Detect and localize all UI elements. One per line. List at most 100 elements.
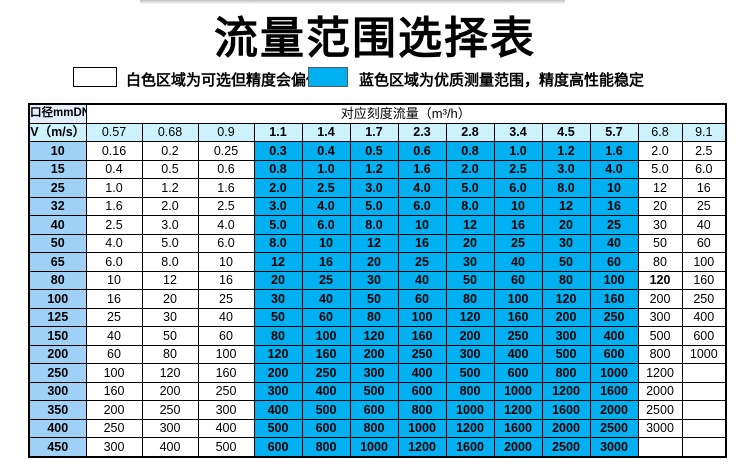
flow-value-cell-optimal: 1.6 bbox=[397, 159, 447, 179]
flow-value-cell: 2.5 bbox=[85, 215, 143, 235]
white-region-label: 白色区域为可选但精度会偏低 bbox=[126, 72, 322, 89]
flow-value-cell: 100 bbox=[197, 344, 255, 364]
flow-value-cell: 25 bbox=[85, 307, 143, 327]
table-row: 300 160 200 250 300 400 500 600 800 1000 1200 1600 2… bbox=[28, 381, 727, 401]
flow-value-cell-optimal: 80 bbox=[541, 270, 591, 290]
flow-value-cell-optimal: 25 bbox=[493, 233, 543, 253]
flow-value-cell: 1.2 bbox=[141, 178, 199, 198]
flow-value-cell bbox=[681, 381, 727, 401]
flow-header-cell: 对应刻度流量（m³/h） bbox=[85, 103, 727, 124]
flow-value-cell-optimal: 120 bbox=[349, 326, 399, 346]
flow-value-cell-optimal: 4.0 bbox=[589, 159, 639, 179]
flow-value-cell-optimal: 60 bbox=[397, 289, 447, 309]
flow-value-cell: 40 bbox=[197, 307, 255, 327]
diameter-header-cell: 口径mmDN bbox=[28, 103, 87, 124]
flow-value-cell-optimal: 800 bbox=[349, 418, 399, 438]
flow-value-cell-optimal: 40 bbox=[493, 252, 543, 272]
flow-value-cell-optimal: 10 bbox=[493, 196, 543, 216]
flow-value-cell: 250 bbox=[85, 418, 143, 438]
flow-value-cell-optimal: 6.0 bbox=[493, 178, 543, 198]
flow-value-cell: 120 bbox=[141, 363, 199, 383]
dn-cell: 50 bbox=[28, 233, 87, 253]
flow-value-cell-optimal: 40 bbox=[301, 289, 351, 309]
velocity-value-cell: 1.4 bbox=[301, 122, 351, 142]
flow-value-cell: 800 bbox=[637, 344, 683, 364]
flow-value-cell: 4.0 bbox=[85, 233, 143, 253]
flow-value-cell: 300 bbox=[637, 307, 683, 327]
blue-region-swatch bbox=[308, 67, 348, 87]
flow-value-cell: 400 bbox=[197, 418, 255, 438]
flow-value-cell-optimal: 300 bbox=[445, 344, 495, 364]
velocity-value-cell: 6.8 bbox=[637, 122, 683, 142]
velocity-value-cell: 1.7 bbox=[349, 122, 399, 142]
flow-value-cell: 6.0 bbox=[197, 233, 255, 253]
flow-value-cell-optimal: 2000 bbox=[541, 418, 591, 438]
flow-value-cell-optimal: 1200 bbox=[445, 418, 495, 438]
flow-value-cell: 16 bbox=[197, 270, 255, 290]
flow-value-cell-optimal: 2.0 bbox=[445, 159, 495, 179]
dn-cell: 80 bbox=[28, 270, 87, 290]
flow-value-cell bbox=[681, 437, 727, 457]
table-row: 150 40 50 60 80 100 120 160 200 250 300 400 500 600 bbox=[28, 326, 727, 346]
flow-value-cell-optimal: 400 bbox=[397, 363, 447, 383]
flow-value-cell-optimal: 200 bbox=[253, 363, 303, 383]
flow-value-cell-optimal: 2500 bbox=[589, 418, 639, 438]
legend: 白色区域为可选但精度会偏低 蓝色区域为优质测量范围，精度高性能稳定 bbox=[0, 66, 750, 90]
flow-value-cell-optimal: 600 bbox=[397, 381, 447, 401]
flow-value-cell-optimal: 80 bbox=[253, 326, 303, 346]
flow-value-cell-optimal: 8.0 bbox=[541, 178, 591, 198]
flow-value-cell-optimal: 10 bbox=[397, 215, 447, 235]
table-row: 65 6.0 8.0 10 12 16 20 25 30 40 50 60 80 100 bbox=[28, 252, 727, 272]
flow-value-cell: 6.0 bbox=[681, 159, 727, 179]
flow-value-cell-optimal: 16 bbox=[397, 233, 447, 253]
flow-value-cell-optimal: 800 bbox=[541, 363, 591, 383]
flow-value-cell-optimal: 500 bbox=[253, 418, 303, 438]
flow-value-cell-optimal: 0.8 bbox=[445, 141, 495, 161]
flow-value-cell-optimal: 0.3 bbox=[253, 141, 303, 161]
flow-value-cell-optimal: 300 bbox=[541, 326, 591, 346]
flow-value-cell-optimal: 4.0 bbox=[397, 178, 447, 198]
flow-value-cell-optimal: 1600 bbox=[541, 400, 591, 420]
flow-value-cell: 1.6 bbox=[85, 196, 143, 216]
flow-value-cell-optimal: 1000 bbox=[589, 363, 639, 383]
flow-value-cell-optimal: 600 bbox=[493, 363, 543, 383]
flow-value-cell-optimal: 120 bbox=[541, 289, 591, 309]
flow-value-cell: 50 bbox=[637, 233, 683, 253]
flow-value-cell-optimal: 40 bbox=[589, 233, 639, 253]
flow-value-cell: 200 bbox=[637, 289, 683, 309]
flow-value-cell: 60 bbox=[681, 233, 727, 253]
flow-value-cell-optimal: 500 bbox=[445, 363, 495, 383]
flow-value-cell-optimal: 1000 bbox=[445, 400, 495, 420]
flow-value-cell-optimal: 20 bbox=[253, 270, 303, 290]
flow-value-cell: 12 bbox=[141, 270, 199, 290]
flow-value-cell-optimal: 8.0 bbox=[349, 215, 399, 235]
table-row: 15 0.4 0.5 0.6 0.8 1.0 1.2 1.6 2.0 2.5 3.0 4.0 5.0 6.… bbox=[28, 159, 727, 179]
flow-value-cell-optimal: 400 bbox=[301, 381, 351, 401]
flow-value-cell: 600 bbox=[681, 326, 727, 346]
flow-value-cell-optimal: 16 bbox=[589, 196, 639, 216]
flow-value-cell-optimal: 10 bbox=[301, 233, 351, 253]
flow-value-cell: 200 bbox=[141, 381, 199, 401]
flow-value-cell-optimal: 30 bbox=[541, 233, 591, 253]
flow-value-cell: 8.0 bbox=[141, 252, 199, 272]
flow-range-table: 口径mmDN 对应刻度流量（m³/h） V（m/s） 0.57 0.68 0.9 1.… bbox=[28, 103, 728, 458]
flow-value-cell: 160 bbox=[85, 381, 143, 401]
flow-value-cell-optimal: 50 bbox=[541, 252, 591, 272]
flow-value-cell bbox=[681, 363, 727, 383]
flow-value-cell-optimal: 250 bbox=[397, 344, 447, 364]
flow-value-cell bbox=[637, 437, 683, 457]
dn-cell: 250 bbox=[28, 363, 87, 383]
flow-value-cell: 25 bbox=[197, 289, 255, 309]
flow-value-cell-optimal: 16 bbox=[493, 215, 543, 235]
flow-value-cell: 500 bbox=[197, 437, 255, 457]
velocity-value-cell: 0.57 bbox=[85, 122, 143, 142]
dn-cell: 15 bbox=[28, 159, 87, 179]
flow-value-cell-optimal: 800 bbox=[445, 381, 495, 401]
flow-value-cell-optimal: 1200 bbox=[541, 381, 591, 401]
flow-value-cell-optimal: 2.0 bbox=[253, 178, 303, 198]
flow-value-cell-optimal: 50 bbox=[349, 289, 399, 309]
flow-value-cell-optimal: 160 bbox=[589, 289, 639, 309]
flow-value-cell-optimal: 3.0 bbox=[349, 178, 399, 198]
dn-cell: 350 bbox=[28, 400, 87, 420]
flow-value-cell: 60 bbox=[197, 326, 255, 346]
